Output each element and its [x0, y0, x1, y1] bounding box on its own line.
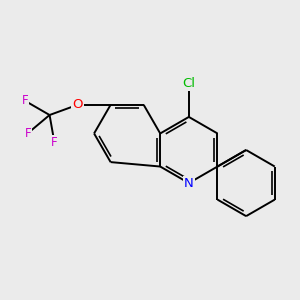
- Text: O: O: [72, 98, 83, 111]
- Text: F: F: [51, 136, 58, 149]
- Text: F: F: [25, 127, 32, 140]
- Text: Cl: Cl: [182, 77, 195, 90]
- Text: F: F: [22, 94, 28, 107]
- Text: N: N: [184, 177, 194, 190]
